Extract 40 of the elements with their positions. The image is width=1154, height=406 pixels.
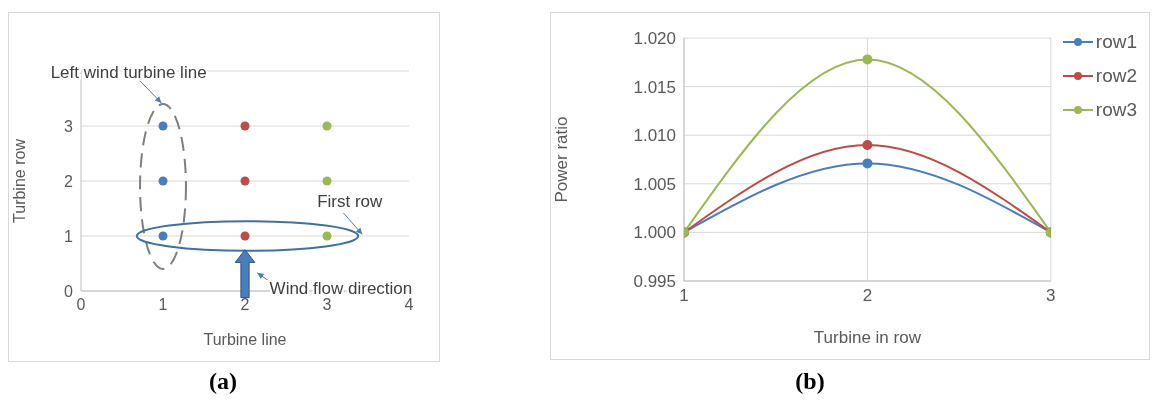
x-axis-title: Turbine in row [813, 328, 922, 347]
y-tick-label: 1.015 [633, 77, 676, 97]
legend-label: row3 [1095, 98, 1137, 122]
x-tick-label: 1 [679, 286, 689, 306]
y-tick-label: 0.995 [633, 272, 676, 292]
y-tick-label: 1.005 [633, 174, 676, 194]
y-tick-label: 1.010 [633, 126, 676, 146]
point [240, 121, 250, 131]
y-tick-label: 1 [64, 227, 74, 245]
legend-label: row1 [1095, 30, 1137, 54]
y-tick-label: 1.000 [633, 223, 676, 243]
legend-label: row2 [1095, 64, 1137, 88]
point [240, 176, 250, 186]
x-tick-label: 3 [1046, 286, 1056, 306]
text: (b) [794, 368, 826, 395]
point [158, 121, 168, 131]
point [240, 231, 250, 241]
point [158, 176, 168, 186]
x-tick-label: 1 [158, 296, 168, 314]
point [862, 158, 873, 169]
x-axis-title: Turbine line [203, 331, 287, 348]
x-tick-label: 2 [240, 296, 250, 314]
point [862, 139, 873, 150]
x-tick-label: 2 [862, 286, 873, 306]
point [322, 121, 332, 131]
annotation: First row [317, 192, 384, 212]
point [322, 176, 332, 186]
x-tick-label: 0 [76, 296, 86, 314]
y-axis-title: Power ratio [552, 116, 572, 203]
annotation: Left wind turbine line [50, 63, 207, 83]
point [322, 231, 332, 241]
y-axis-title: Turbine row [10, 138, 28, 223]
point [158, 231, 168, 241]
y-tick-label: 2 [64, 172, 74, 190]
x-tick-label: 4 [404, 296, 414, 314]
y-tick-label: 3 [64, 117, 74, 135]
x-tick-label: 3 [322, 296, 332, 314]
y-tick-label: 1.020 [633, 29, 676, 49]
annotation: Wind flow direction [269, 279, 413, 299]
text: (a) [208, 368, 238, 395]
